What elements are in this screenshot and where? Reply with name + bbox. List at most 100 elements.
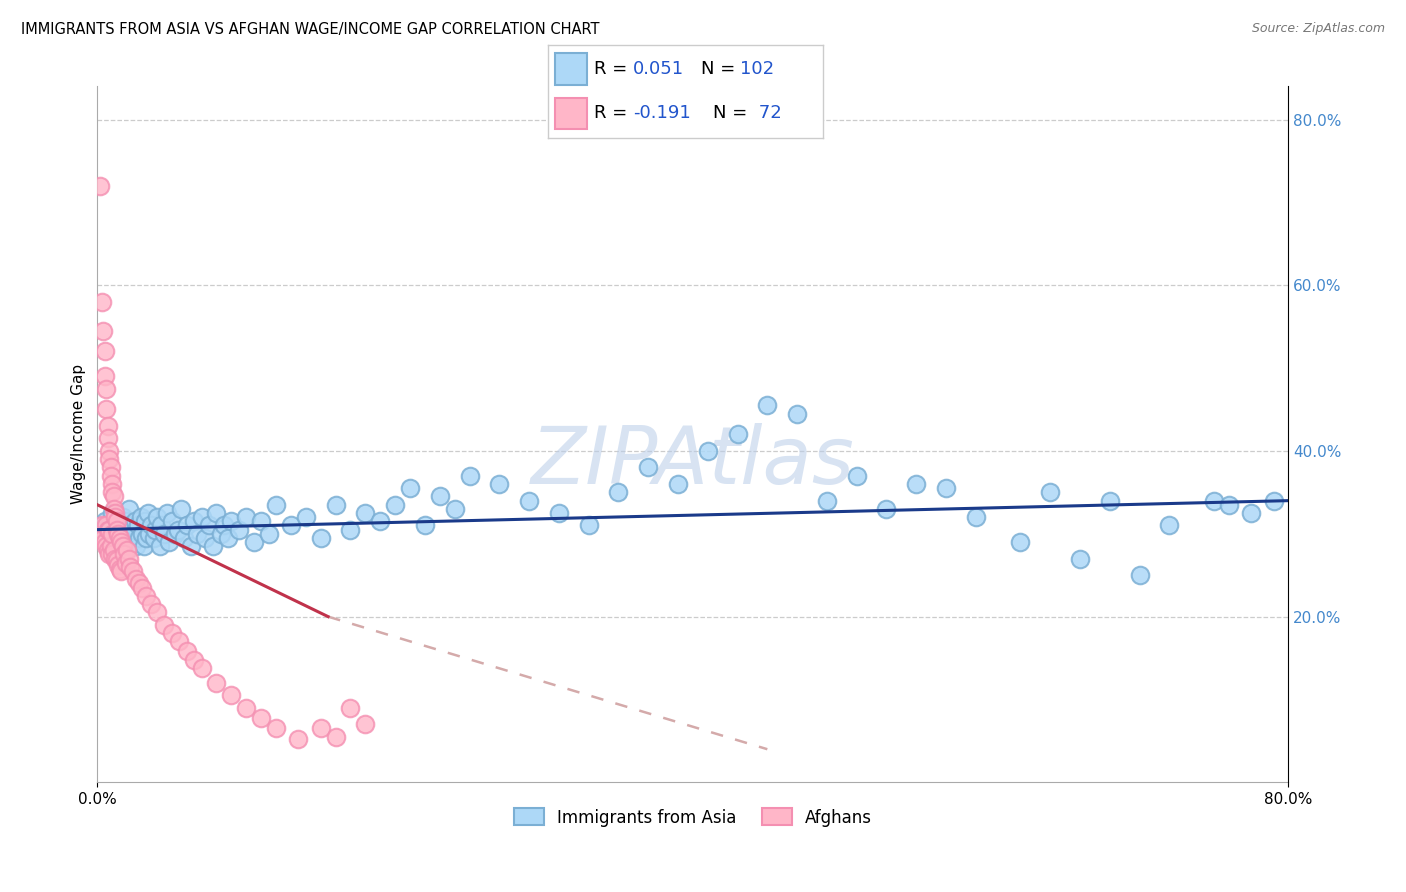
Point [666, 477, 689, 491]
Point [160, 514, 183, 528]
Point [101, 548, 124, 562]
Point [90, 294, 112, 309]
Point [110, 535, 132, 549]
Point [108, 531, 131, 545]
Point [124, 514, 146, 528]
Point [105, 523, 128, 537]
Point [1039, 485, 1062, 500]
Point [1098, 493, 1121, 508]
Point [108, 523, 131, 537]
Point [103, 502, 125, 516]
Point [128, 576, 150, 591]
Text: N =: N = [700, 61, 741, 78]
Point [458, 468, 481, 483]
Point [354, 717, 377, 731]
Point [105, 514, 128, 528]
Point [756, 398, 779, 412]
Point [98, 518, 121, 533]
Point [98, 548, 121, 562]
Point [965, 510, 987, 524]
Text: R =: R = [593, 61, 633, 78]
Point [145, 523, 167, 537]
Point [257, 526, 280, 541]
Point [160, 626, 183, 640]
Point [212, 518, 235, 533]
Point [205, 506, 228, 520]
Point [115, 543, 138, 558]
Point [117, 551, 139, 566]
Point [845, 468, 868, 483]
Point [114, 556, 136, 570]
Point [875, 502, 897, 516]
Point [150, 518, 173, 533]
Point [354, 506, 377, 520]
Point [294, 510, 316, 524]
Point [98, 523, 121, 537]
Point [98, 452, 121, 467]
Point [413, 518, 436, 533]
Point [488, 477, 510, 491]
Y-axis label: Wage/Income Gap: Wage/Income Gap [72, 364, 86, 504]
Point [103, 490, 125, 504]
Point [114, 514, 136, 528]
Text: Source: ZipAtlas.com: Source: ZipAtlas.com [1251, 22, 1385, 36]
Point [96, 382, 118, 396]
Point [94, 369, 117, 384]
Point [96, 518, 118, 533]
Point [142, 531, 165, 545]
Point [217, 531, 239, 545]
Point [156, 506, 179, 520]
Point [120, 531, 142, 545]
Point [1069, 551, 1091, 566]
Point [139, 597, 162, 611]
Point [127, 518, 149, 533]
Point [101, 485, 124, 500]
Point [180, 539, 202, 553]
Point [384, 498, 406, 512]
Point [250, 514, 273, 528]
Point [100, 460, 122, 475]
Point [132, 539, 155, 553]
Point [134, 514, 156, 528]
Point [193, 531, 215, 545]
Point [1128, 568, 1150, 582]
Point [146, 510, 169, 524]
Point [1010, 535, 1032, 549]
Point [1218, 498, 1240, 512]
Point [173, 531, 195, 545]
Point [264, 722, 287, 736]
Point [135, 531, 157, 545]
Point [1263, 493, 1285, 508]
Point [1240, 506, 1263, 520]
Point [146, 606, 169, 620]
Point [112, 548, 135, 562]
Point [228, 523, 250, 537]
Point [97, 531, 120, 545]
Point [138, 526, 160, 541]
Point [101, 506, 124, 520]
Point [101, 526, 124, 541]
Point [190, 661, 212, 675]
Point [101, 477, 124, 491]
Point [325, 498, 347, 512]
Point [136, 506, 159, 520]
Point [101, 526, 124, 541]
Point [250, 711, 273, 725]
Point [429, 490, 451, 504]
Point [96, 539, 118, 553]
Point [339, 700, 361, 714]
Point [548, 506, 571, 520]
Point [727, 427, 749, 442]
Point [339, 523, 361, 537]
Point [166, 523, 188, 537]
Point [399, 481, 422, 495]
Point [104, 506, 127, 520]
Text: 72: 72 [752, 104, 782, 122]
Text: 0.051: 0.051 [633, 61, 685, 78]
Point [157, 535, 180, 549]
Point [287, 732, 309, 747]
Point [235, 510, 257, 524]
Point [815, 493, 838, 508]
Point [264, 498, 287, 512]
Point [129, 510, 152, 524]
